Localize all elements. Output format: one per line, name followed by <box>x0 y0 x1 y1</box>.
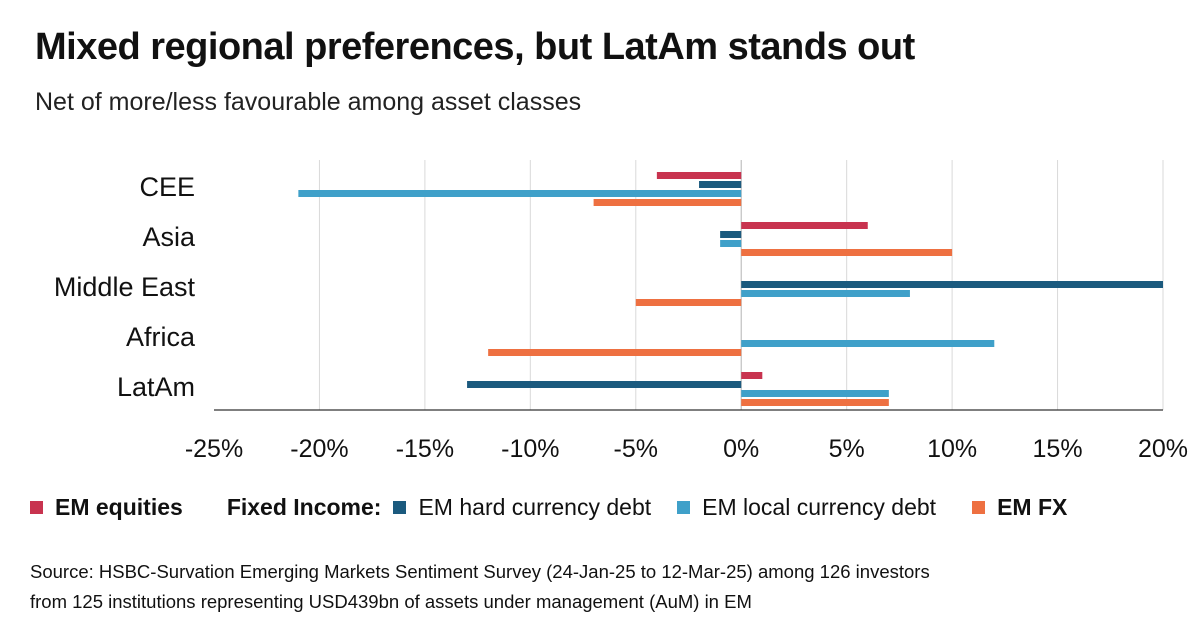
x-tick-label: 15% <box>1033 435 1083 463</box>
y-category-label: Middle East <box>54 272 196 302</box>
x-tick-label: -25% <box>185 435 243 463</box>
y-category-label: Asia <box>142 222 196 252</box>
legend-item-local: EM local currency debt <box>677 494 936 521</box>
legend-swatch-local <box>677 500 691 514</box>
y-category-label: Africa <box>126 322 196 352</box>
chart-subtitle: Net of more/less favourable among asset … <box>35 88 582 116</box>
legend-label-fx: EM FX <box>997 493 1068 520</box>
bar-em-fx-cee <box>593 199 742 206</box>
bar-em-fx-latam <box>741 399 889 406</box>
source-line-1: Source: HSBC-Survation Emerging Markets … <box>30 561 930 582</box>
source-line-2: from 125 institutions representing USD43… <box>30 591 752 612</box>
bar-em-equities-latam <box>741 372 763 379</box>
bar-em-local-currency-debt-asia <box>720 240 742 247</box>
legend: EM equities Fixed Income: EM hard curren… <box>30 490 1067 524</box>
x-tick-label: 20% <box>1138 435 1188 463</box>
bar-em-fx-asia <box>741 249 953 256</box>
bar-em-local-currency-debt-cee <box>298 190 742 197</box>
legend-swatch-equities <box>30 500 43 514</box>
bar-em-fx-middle-east <box>635 299 742 306</box>
x-tick-label: 5% <box>829 435 865 463</box>
legend-label-local: EM local currency debt <box>702 493 937 520</box>
bar-em-local-currency-debt-middle-east <box>741 290 910 297</box>
legend-swatch-hard <box>393 500 407 514</box>
x-tick-label: 0% <box>723 435 759 463</box>
bar-em-equities-asia <box>741 222 868 229</box>
bar-chart: -25% -20% -15% -10% -5% 0% 5% 10% 15% 20% CEE Asia M… <box>54 160 1188 463</box>
source-note: Source: HSBC-Survation Emerging Markets … <box>30 557 1170 617</box>
legend-label-hard: EM hard currency debt <box>418 493 652 520</box>
legend-swatch-fx <box>972 500 986 514</box>
y-category-label: LatAm <box>117 372 195 402</box>
bar-em-local-currency-debt-africa <box>741 340 995 347</box>
chart-title: Mixed regional preferences, but LatAm st… <box>35 26 915 68</box>
bar-em-fx-africa <box>488 349 742 356</box>
legend-item-hard: EM hard currency debt <box>393 494 651 521</box>
y-category-label: CEE <box>139 172 195 202</box>
legend-item-fx: EM FX <box>972 494 1067 521</box>
x-tick-label: 10% <box>927 435 977 463</box>
bar-em-hard-currency-debt-latam <box>467 381 742 388</box>
bar-em-hard-currency-debt-asia <box>720 231 742 238</box>
bar-em-equities-cee <box>656 172 742 179</box>
x-tick-label: -10% <box>501 435 559 463</box>
bar-em-hard-currency-debt-middle-east <box>741 281 1163 288</box>
legend-fixed-income-label: Fixed Income: <box>226 493 382 520</box>
x-tick-label: -20% <box>290 435 348 463</box>
legend-label-equities: EM equities <box>55 493 183 520</box>
x-tick-label: -5% <box>614 435 658 463</box>
x-tick-label: -15% <box>396 435 454 463</box>
bar-em-hard-currency-debt-cee <box>699 181 742 188</box>
legend-item-equities: EM equities <box>30 494 183 521</box>
bar-em-local-currency-debt-latam <box>741 390 889 397</box>
